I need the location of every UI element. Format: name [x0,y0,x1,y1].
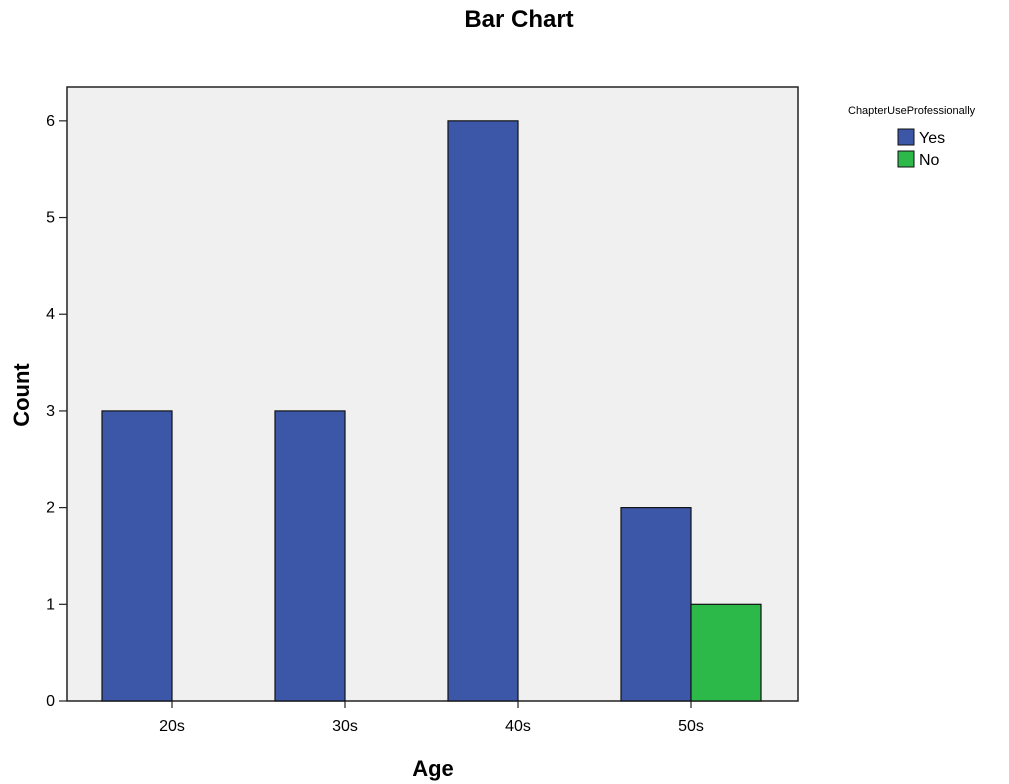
y-tick-label: 4 [46,306,55,323]
legend-label-no: No [919,152,940,169]
x-axis-label: Age [412,756,454,781]
bar-yes-20s [101,410,173,702]
y-tick-label: 0 [46,693,55,710]
y-tick-label: 3 [46,403,55,420]
x-tick-label: 30s [332,718,358,735]
bar-no-50s [690,603,762,702]
y-tick-label: 1 [46,596,55,613]
bar-yes-30s [274,410,346,702]
legend-swatch-no [897,150,915,168]
x-tick-label: 20s [159,718,185,735]
legend: ChapterUseProfessionally Yes No [848,105,976,169]
y-tick-label: 6 [46,113,55,130]
chart-title: Bar Chart [464,6,573,33]
x-axis: 20s 30s 40s 50s [159,701,704,735]
bars [101,120,762,702]
legend-label-yes: Yes [919,130,945,147]
y-tick-label: 2 [46,500,55,517]
y-axis-label: Count [9,363,34,427]
y-axis: 0 1 2 3 4 5 6 [46,113,67,710]
bar-yes-50s [620,507,692,702]
x-tick-label: 50s [678,718,704,735]
y-tick-label: 5 [46,210,55,227]
legend-swatch-yes [897,128,915,146]
legend-title: ChapterUseProfessionally [848,105,976,117]
x-tick-label: 40s [505,718,531,735]
bar-yes-40s [447,120,519,702]
